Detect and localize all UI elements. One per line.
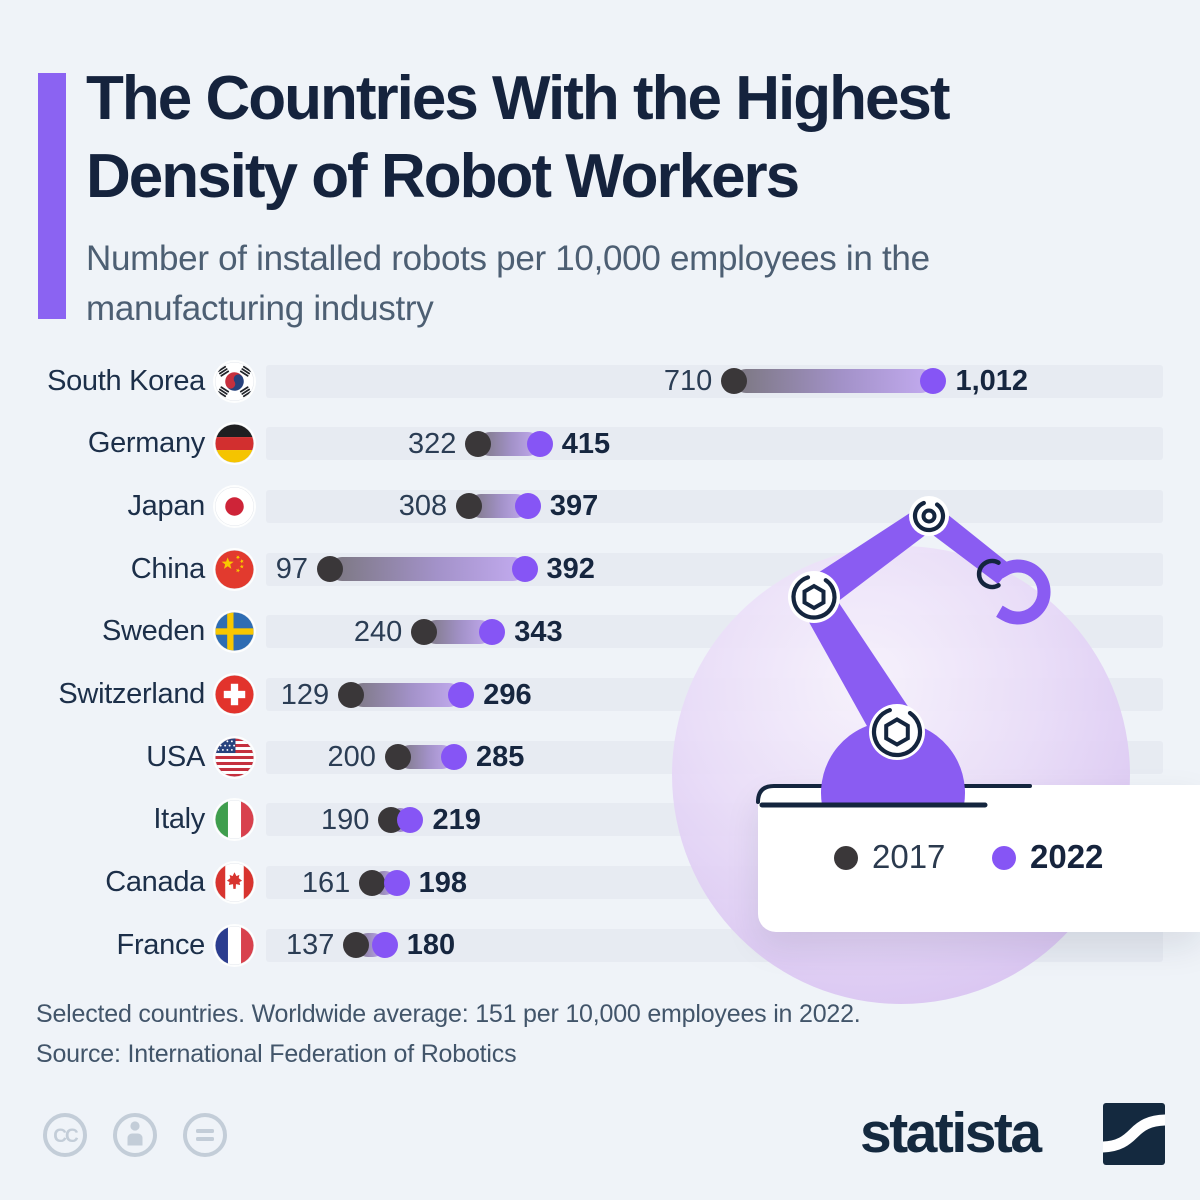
flag-icon-cn: [215, 550, 254, 589]
country-label: USA: [146, 740, 205, 773]
dot-2017: [721, 368, 748, 394]
dot-2022: [371, 932, 398, 959]
dot-2022: [397, 806, 424, 833]
value-2022: 219: [432, 803, 481, 836]
dot-2017: [465, 430, 492, 457]
value-2022: 198: [418, 866, 467, 899]
country-label: Germany: [87, 427, 205, 460]
cc-icon: CC: [43, 1113, 87, 1157]
flag-icon-se: [215, 612, 254, 651]
dot-2017: [316, 556, 343, 583]
row-track: [266, 364, 1163, 398]
title-line-2: Density of Robot Workers: [86, 142, 800, 211]
statista-wordmark: statista: [860, 1101, 1042, 1165]
purple-glow-circle: [672, 546, 1130, 1004]
country-label: Switzerland: [58, 678, 205, 710]
value-2017: 161: [301, 866, 351, 899]
flag-icon-de: [215, 424, 254, 463]
dot-2022: [920, 368, 947, 394]
page-title: The Countries With the Highest Density o…: [86, 60, 1176, 216]
country-label: South Korea: [47, 364, 205, 397]
value-2022: 296: [483, 678, 532, 711]
value-2017: 240: [353, 615, 403, 648]
country-label: Italy: [153, 803, 205, 836]
country-label: Sweden: [102, 615, 205, 648]
flag-icon-us: [215, 738, 254, 777]
value-2017: 129: [280, 678, 330, 711]
flag-icon-jp: [215, 487, 254, 526]
footnote: Selected countries. Worldwide average: 1…: [36, 1000, 861, 1028]
value-2022: 1,012: [955, 365, 1029, 397]
value-2017: 190: [320, 803, 370, 836]
row-track: [266, 427, 1163, 461]
dot-2022: [526, 430, 553, 457]
attribution-icon: [113, 1113, 157, 1157]
flag-icon-ch: [215, 675, 254, 714]
value-2022: 285: [475, 741, 525, 774]
source-note: Source: International Federation of Robo…: [36, 1040, 517, 1068]
dot-2017: [384, 744, 411, 771]
value-2022: 415: [561, 427, 611, 460]
dot-2022: [440, 744, 467, 771]
dot-2022: [383, 869, 410, 896]
country-label: China: [130, 552, 206, 585]
legend-dot-2022: [992, 846, 1016, 870]
flag-icon-it: [215, 800, 254, 839]
flag-icon-kr: [215, 361, 254, 401]
value-2022: 180: [406, 929, 456, 962]
value-2022: 343: [514, 615, 563, 648]
dot-2022: [479, 618, 506, 645]
connector-bar: [329, 557, 525, 582]
dot-2017: [456, 493, 483, 520]
value-2017: 137: [285, 929, 335, 962]
connector-bar: [351, 682, 462, 707]
value-2017: 97: [275, 553, 308, 586]
dot-2017: [411, 618, 438, 645]
value-2017: 308: [398, 490, 448, 523]
equals-icon: [183, 1113, 227, 1157]
country-label: France: [116, 928, 206, 961]
value-2017: 710: [663, 365, 713, 397]
page-subtitle: Number of installed robots per 10,000 em…: [86, 239, 930, 328]
legend-dot-2017: [834, 846, 858, 870]
dot-2022: [511, 556, 538, 583]
title-accent-bar: [38, 73, 66, 319]
dot-2022: [448, 681, 475, 708]
value-2022: 397: [549, 490, 599, 523]
connector-bar: [734, 369, 934, 393]
value-2017: 200: [327, 741, 376, 774]
legend-card: 2017 2022: [758, 785, 1200, 932]
svg-text:CC: CC: [53, 1126, 79, 1147]
row-track: [266, 489, 1163, 523]
value-2022: 392: [546, 553, 595, 586]
title-line-1: The Countries With the Highest: [86, 64, 951, 133]
country-label: Japan: [127, 489, 205, 522]
flag-icon-ca: [215, 863, 254, 902]
dot-2022: [514, 493, 541, 520]
dot-2017: [359, 869, 386, 896]
flag-icon-fr: [215, 926, 254, 965]
value-2017: 322: [408, 427, 457, 460]
legend-label-2017: 2017: [872, 838, 946, 875]
legend-label-2022: 2022: [1030, 838, 1104, 875]
country-label: Canada: [105, 866, 205, 899]
dot-2017: [338, 681, 365, 708]
dot-2017: [343, 932, 370, 959]
statista-logo-icon: [1103, 1103, 1165, 1165]
